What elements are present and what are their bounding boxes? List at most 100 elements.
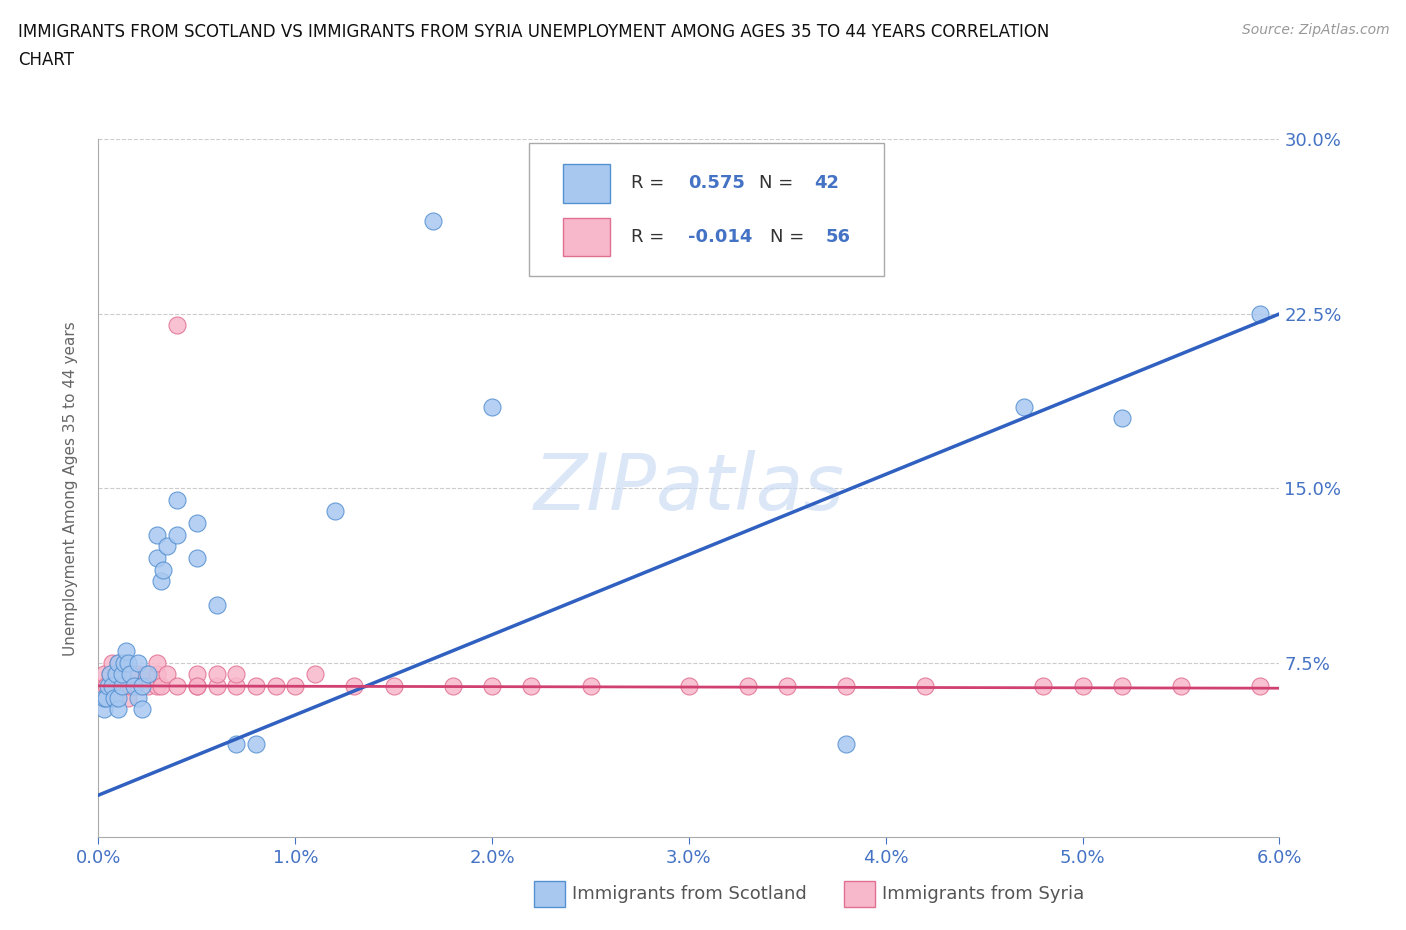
Point bbox=[107, 690, 129, 705]
Point bbox=[422, 214, 444, 229]
FancyBboxPatch shape bbox=[530, 143, 884, 275]
Point bbox=[136, 667, 159, 682]
Point bbox=[737, 679, 759, 694]
Point bbox=[304, 667, 326, 682]
Point bbox=[205, 667, 228, 682]
Point bbox=[115, 679, 138, 694]
Point bbox=[112, 656, 135, 671]
Point bbox=[118, 667, 141, 682]
Point bbox=[481, 679, 503, 694]
Point bbox=[107, 679, 129, 694]
Point bbox=[98, 667, 121, 682]
Point bbox=[152, 562, 174, 577]
Point bbox=[166, 493, 188, 508]
Point bbox=[105, 667, 128, 682]
Point bbox=[111, 679, 134, 694]
Point bbox=[186, 679, 208, 694]
Point bbox=[225, 667, 247, 682]
Point bbox=[107, 656, 129, 671]
FancyBboxPatch shape bbox=[562, 218, 610, 257]
Text: ZIPatlas: ZIPatlas bbox=[533, 450, 845, 526]
Point bbox=[678, 679, 700, 694]
Point bbox=[146, 551, 169, 565]
Text: Source: ZipAtlas.com: Source: ZipAtlas.com bbox=[1241, 23, 1389, 37]
Point bbox=[914, 679, 936, 694]
Y-axis label: Unemployment Among Ages 35 to 44 years: Unemployment Among Ages 35 to 44 years bbox=[63, 321, 77, 656]
Point bbox=[776, 679, 799, 694]
Point bbox=[150, 574, 173, 589]
Point bbox=[205, 679, 228, 694]
Point bbox=[166, 527, 188, 542]
Point bbox=[186, 667, 208, 682]
Point bbox=[101, 656, 124, 671]
Text: Immigrants from Syria: Immigrants from Syria bbox=[882, 884, 1084, 903]
Point bbox=[105, 690, 128, 705]
Point bbox=[107, 701, 129, 716]
Point bbox=[186, 679, 208, 694]
Text: Immigrants from Scotland: Immigrants from Scotland bbox=[572, 884, 807, 903]
Point bbox=[245, 737, 267, 751]
Point bbox=[107, 667, 129, 682]
Point bbox=[835, 679, 858, 694]
Point bbox=[146, 656, 169, 671]
Point bbox=[323, 504, 346, 519]
Point bbox=[93, 701, 115, 716]
Point bbox=[441, 679, 464, 694]
Point bbox=[579, 679, 602, 694]
Point bbox=[1249, 307, 1271, 322]
Point bbox=[131, 679, 153, 694]
Point bbox=[96, 690, 118, 705]
Point bbox=[122, 667, 145, 682]
Point bbox=[103, 679, 125, 694]
Text: 0.575: 0.575 bbox=[688, 175, 745, 193]
Point bbox=[93, 667, 115, 682]
Point bbox=[382, 679, 405, 694]
Point bbox=[225, 679, 247, 694]
FancyBboxPatch shape bbox=[562, 165, 610, 203]
Point bbox=[135, 667, 157, 682]
Point bbox=[1071, 679, 1094, 694]
Text: R =: R = bbox=[631, 228, 671, 246]
Point bbox=[103, 690, 125, 705]
Point bbox=[156, 539, 179, 554]
Point bbox=[205, 597, 228, 612]
Point bbox=[1170, 679, 1192, 694]
Point bbox=[127, 656, 149, 671]
Point bbox=[127, 679, 149, 694]
Point bbox=[520, 679, 543, 694]
Point bbox=[481, 400, 503, 415]
Point bbox=[150, 679, 173, 694]
Point bbox=[97, 679, 120, 694]
Point bbox=[186, 551, 208, 565]
Point bbox=[98, 667, 121, 682]
Point bbox=[1032, 679, 1054, 694]
Point bbox=[835, 737, 858, 751]
Text: R =: R = bbox=[631, 175, 671, 193]
Point bbox=[127, 667, 149, 682]
Text: 56: 56 bbox=[825, 228, 851, 246]
Point bbox=[146, 679, 169, 694]
Text: -0.014: -0.014 bbox=[688, 228, 752, 246]
Point bbox=[156, 667, 179, 682]
Text: CHART: CHART bbox=[18, 51, 75, 69]
Point bbox=[127, 690, 149, 705]
Point bbox=[118, 679, 141, 694]
Point bbox=[166, 318, 188, 333]
Point bbox=[166, 679, 188, 694]
Point bbox=[111, 667, 134, 682]
Point bbox=[91, 679, 114, 694]
Point bbox=[343, 679, 366, 694]
Point bbox=[96, 679, 118, 694]
Point bbox=[101, 679, 124, 694]
Point bbox=[264, 679, 287, 694]
Point bbox=[1111, 411, 1133, 426]
Point bbox=[93, 690, 115, 705]
Text: N =: N = bbox=[770, 228, 810, 246]
Point bbox=[115, 644, 138, 658]
Text: 42: 42 bbox=[814, 175, 839, 193]
Point bbox=[146, 527, 169, 542]
Point bbox=[136, 679, 159, 694]
Point bbox=[1111, 679, 1133, 694]
Text: N =: N = bbox=[759, 175, 799, 193]
Point bbox=[186, 515, 208, 530]
